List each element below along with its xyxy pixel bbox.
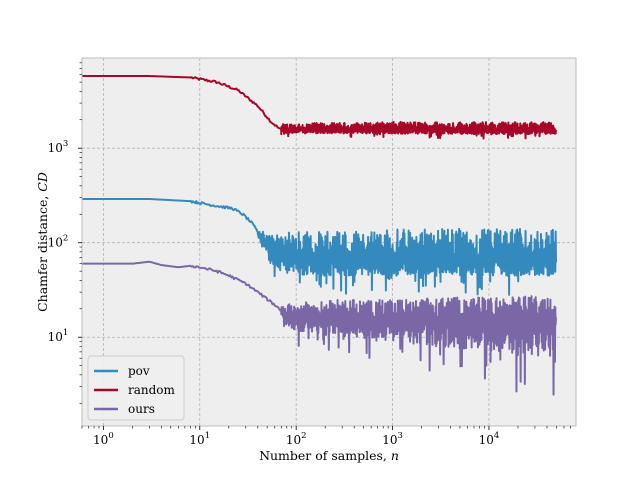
series-line-ours xyxy=(82,260,557,396)
x-tick-label: 101 xyxy=(189,431,210,447)
y-tick-label: 102 xyxy=(48,234,69,250)
axis-ticks xyxy=(78,62,571,430)
legend-label-pov: pov xyxy=(128,364,150,378)
series-line-pov xyxy=(82,198,558,296)
x-tick-label: 100 xyxy=(93,431,114,447)
legend-label-ours: ours xyxy=(128,402,155,416)
y-tick-label: 103 xyxy=(48,139,69,155)
x-axis-label: Number of samples, n xyxy=(259,448,399,463)
x-tick-label: 102 xyxy=(286,431,307,447)
y-tick-label: 101 xyxy=(48,328,69,344)
x-tick-label: 103 xyxy=(382,431,403,447)
series-line-random xyxy=(82,75,557,140)
legend: pov random ours xyxy=(87,355,185,421)
plot-area xyxy=(82,75,558,396)
x-tick-label: 104 xyxy=(479,431,500,447)
legend-label-random: random xyxy=(128,383,176,397)
plot-frame xyxy=(81,57,577,427)
grid xyxy=(82,58,576,426)
series-layer xyxy=(82,75,558,396)
tick-labels: 100 101 102 103 104 101 102 103 xyxy=(48,139,500,447)
y-axis-label: Chamfer distance, CD xyxy=(35,172,50,312)
